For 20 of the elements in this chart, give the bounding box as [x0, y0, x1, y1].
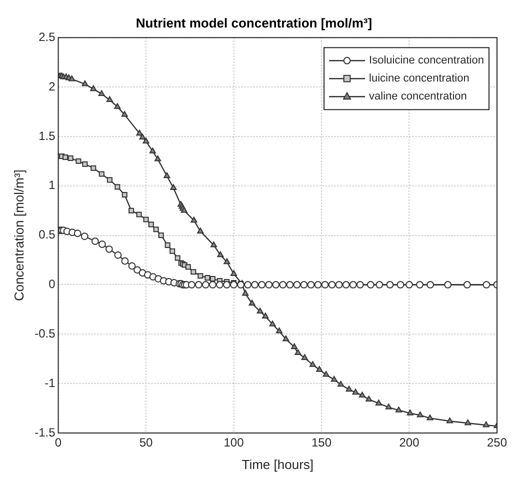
x-tick-label: 150	[311, 436, 332, 450]
y-tick-label: -0.5	[34, 326, 56, 340]
chart-title: Nutrient model concentration [mol/m³]	[136, 15, 372, 30]
y-axis-title: Concentration [mol/m³]	[11, 170, 26, 302]
y-tick-label: 1	[48, 178, 56, 192]
y-tick-label: -1	[44, 376, 56, 390]
x-tick-label: 200	[399, 436, 420, 450]
y-tick-label: 0	[48, 277, 56, 292]
x-tick-label: 100	[224, 436, 244, 450]
y-tick-label: -1.5	[34, 425, 56, 440]
y-tick-label: 2.5	[38, 30, 56, 44]
legend-label: Isoluicine concentration	[369, 54, 484, 67]
x-tick-label: 50	[139, 436, 154, 450]
y-tick-label: 1.5	[38, 128, 56, 143]
y-tick-label: 2	[48, 79, 56, 94]
x-tick-label: 250	[486, 436, 508, 450]
y-tick-label: 0.5	[38, 228, 56, 242]
x-axis-title: Time [hours]	[242, 456, 314, 472]
legend-label: valine concentration	[369, 90, 467, 103]
legend-label: luicine concentration	[369, 72, 470, 85]
